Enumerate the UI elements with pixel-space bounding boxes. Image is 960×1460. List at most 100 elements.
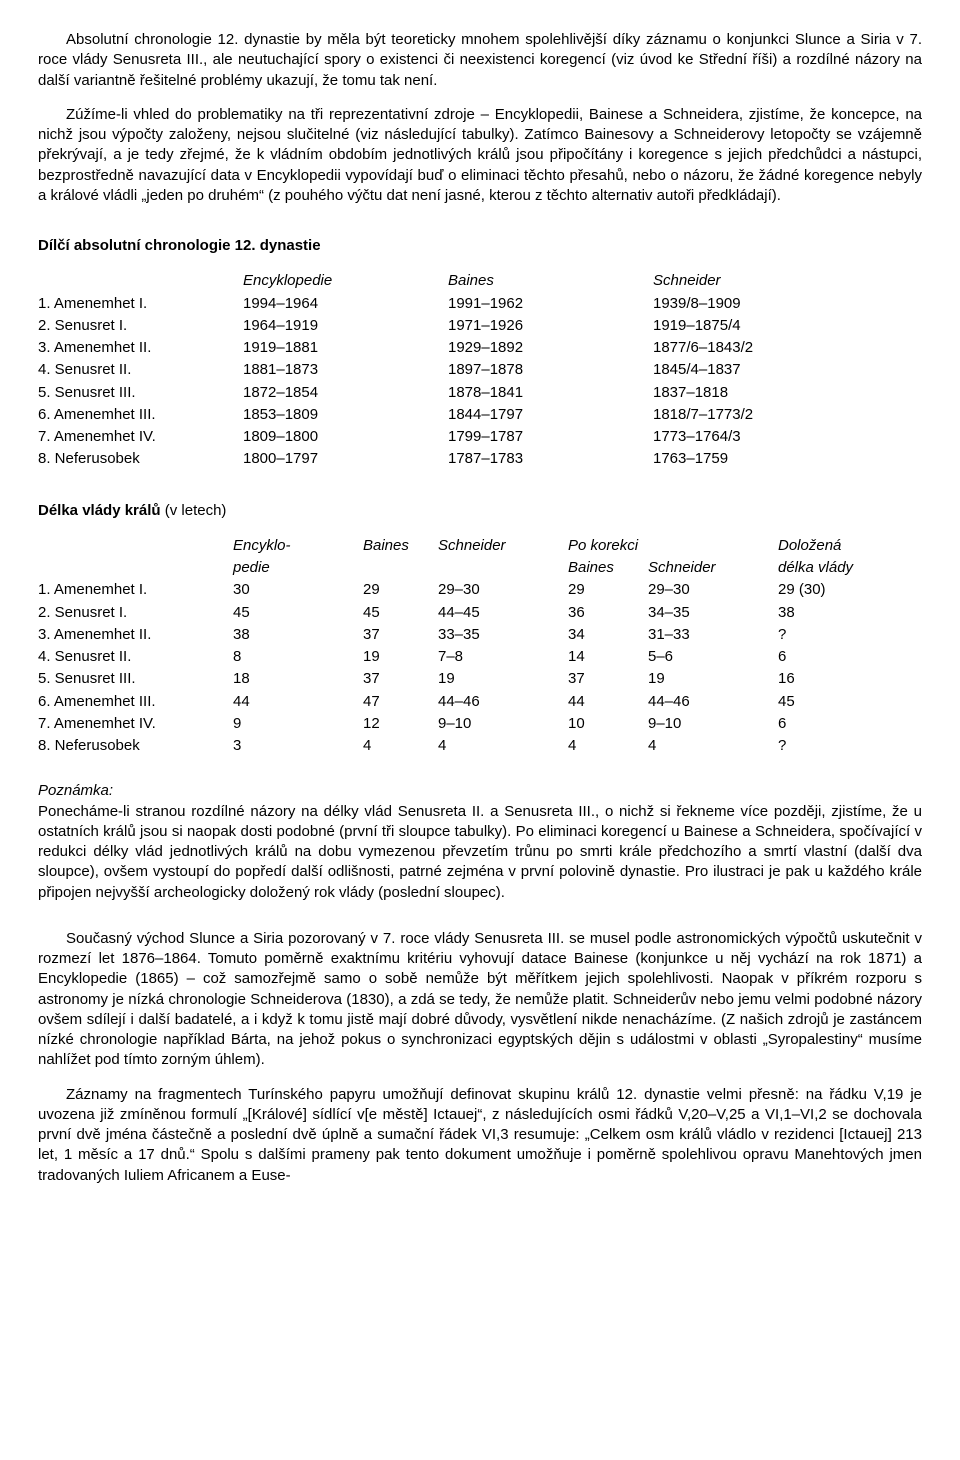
cell: 44–46 [438, 691, 568, 713]
cell: 37 [363, 668, 438, 690]
cell: 10 [568, 713, 648, 735]
cell: 38 [778, 602, 922, 624]
cell: 45 [778, 691, 922, 713]
cell: 1939/8–1909 [653, 293, 922, 315]
cell: 7–8 [438, 646, 568, 668]
cell: 29 (30) [778, 579, 922, 601]
table-row: 1. Amenemhet I.302929–302929–3029 (30) [38, 579, 922, 601]
cell: 44 [233, 691, 363, 713]
cell: 1991–1962 [448, 293, 653, 315]
cell: 1881–1873 [243, 359, 448, 381]
cell: 1994–1964 [243, 293, 448, 315]
table-header-row: pedie Baines Schneider délka vlády [38, 557, 922, 579]
cell: 1787–1783 [448, 448, 653, 470]
table-row: 3. Amenemhet II.383733–353431–33? [38, 624, 922, 646]
cell: 1872–1854 [243, 382, 448, 404]
cell: 1809–1800 [243, 426, 448, 448]
cell: 3. Amenemhet II. [38, 624, 233, 646]
cell: 1964–1919 [243, 315, 448, 337]
cell: 1837–1818 [653, 382, 922, 404]
cell: 19 [648, 668, 778, 690]
cell: 7. Amenemhet IV. [38, 426, 243, 448]
paragraph-1: Absolutní chronologie 12. dynastie by mě… [38, 30, 922, 91]
cell: 37 [568, 668, 648, 690]
cell: 38 [233, 624, 363, 646]
table2-title-rest: (v letech) [161, 502, 227, 519]
cell: ? [778, 624, 922, 646]
table2-title: Délka vlády králů (v letech) [38, 501, 922, 521]
paragraph-2: Zúžíme-li vhled do problematiky na tři r… [38, 105, 922, 206]
table-row: 5. Senusret III.183719371916 [38, 668, 922, 690]
th [363, 557, 438, 579]
th [38, 535, 233, 557]
cell: 5. Senusret III. [38, 668, 233, 690]
cell: 1773–1764/3 [653, 426, 922, 448]
cell: 6 [778, 646, 922, 668]
table-header-row: Encyklo- Baines Schneider Po korekci Dol… [38, 535, 922, 557]
cell: 1877/6–1843/2 [653, 337, 922, 359]
cell: 44–46 [648, 691, 778, 713]
th-encyklopedie: Encyklopedie [243, 270, 448, 292]
cell: 6. Amenemhet III. [38, 404, 243, 426]
th-baines: Baines [448, 270, 653, 292]
cell: 16 [778, 668, 922, 690]
cell: 3. Amenemhet II. [38, 337, 243, 359]
table-row: 7. Amenemhet IV.1809–18001799–17871773–1… [38, 426, 922, 448]
cell: 37 [363, 624, 438, 646]
cell: 8 [233, 646, 363, 668]
table-reign-length: Encyklo- Baines Schneider Po korekci Dol… [38, 535, 922, 758]
cell: 8. Neferusobek [38, 448, 243, 470]
cell: 1800–1797 [243, 448, 448, 470]
cell: 2. Senusret I. [38, 315, 243, 337]
cell: 47 [363, 691, 438, 713]
cell: 36 [568, 602, 648, 624]
cell: 5. Senusret III. [38, 382, 243, 404]
cell: 4. Senusret II. [38, 646, 233, 668]
cell: 29 [568, 579, 648, 601]
cell: 1853–1809 [243, 404, 448, 426]
th: Encyklo- [233, 535, 363, 557]
cell: 1799–1787 [448, 426, 653, 448]
cell: 1919–1881 [243, 337, 448, 359]
table-row: 1. Amenemhet I.1994–19641991–19621939/8–… [38, 293, 922, 315]
cell: 4. Senusret II. [38, 359, 243, 381]
cell: 1897–1878 [448, 359, 653, 381]
cell: 6. Amenemhet III. [38, 691, 233, 713]
cell: 4 [363, 735, 438, 757]
cell: 5–6 [648, 646, 778, 668]
th: délka vlády [778, 557, 922, 579]
cell: 34–35 [648, 602, 778, 624]
table-row: 8. Neferusobek34444? [38, 735, 922, 757]
cell: 1. Amenemhet I. [38, 293, 243, 315]
cell: 6 [778, 713, 922, 735]
cell: 1818/7–1773/2 [653, 404, 922, 426]
cell: 29 [363, 579, 438, 601]
cell: 9–10 [648, 713, 778, 735]
cell: 30 [233, 579, 363, 601]
cell: 14 [568, 646, 648, 668]
cell: 1844–1797 [448, 404, 653, 426]
cell: 3 [233, 735, 363, 757]
th [438, 557, 568, 579]
cell: 1929–1892 [448, 337, 653, 359]
cell: 4 [648, 735, 778, 757]
cell: ? [778, 735, 922, 757]
table-row: 8. Neferusobek1800–17971787–17831763–175… [38, 448, 922, 470]
table-row: 7. Amenemhet IV.9129–10109–106 [38, 713, 922, 735]
cell: 19 [438, 668, 568, 690]
cell: 31–33 [648, 624, 778, 646]
cell: 2. Senusret I. [38, 602, 233, 624]
paragraph-5: Záznamy na fragmentech Turínského papyru… [38, 1085, 922, 1186]
th [38, 557, 233, 579]
table-row: 2. Senusret I.1964–19191971–19261919–187… [38, 315, 922, 337]
table-header-row: Encyklopedie Baines Schneider [38, 270, 922, 292]
th [648, 535, 778, 557]
cell: 18 [233, 668, 363, 690]
th: Schneider [648, 557, 778, 579]
cell: 1878–1841 [448, 382, 653, 404]
table-row: 6. Amenemhet III.1853–18091844–17971818/… [38, 404, 922, 426]
th: pedie [233, 557, 363, 579]
cell: 45 [233, 602, 363, 624]
cell: 12 [363, 713, 438, 735]
cell: 8. Neferusobek [38, 735, 233, 757]
